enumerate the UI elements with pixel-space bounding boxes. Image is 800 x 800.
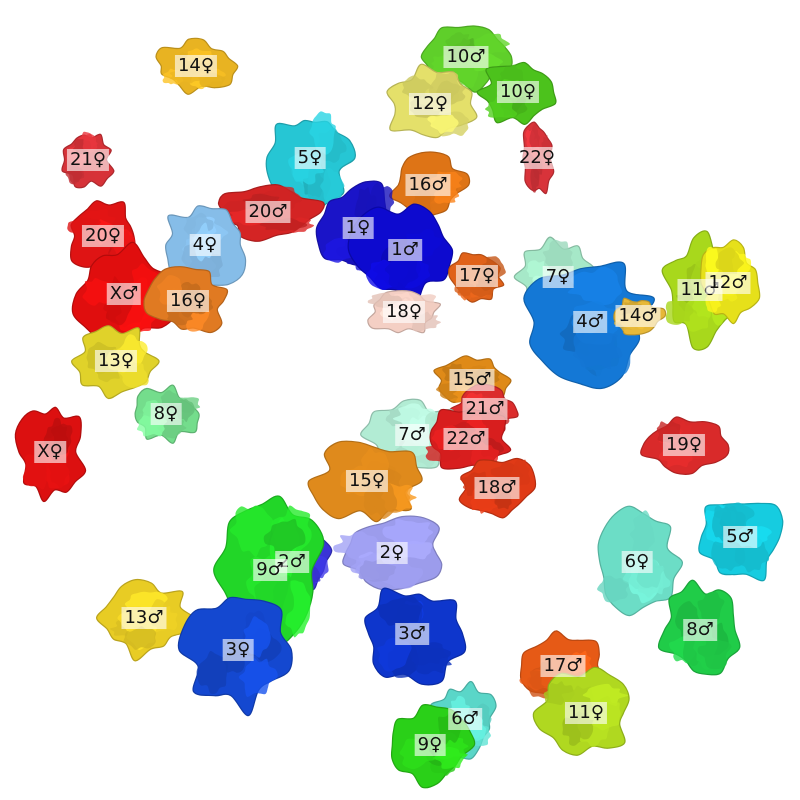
territory-lobe bbox=[629, 510, 655, 559]
territory-lobe bbox=[377, 637, 412, 672]
chromosome-label-9f: 9♀ bbox=[414, 734, 446, 756]
chromosome-label-21m: 21♂ bbox=[462, 398, 508, 420]
chromosome-label-8f: 8♀ bbox=[150, 403, 182, 425]
chromosome-label-14m: 14♂ bbox=[615, 305, 661, 327]
chromosome-label-7m: 7♂ bbox=[395, 424, 429, 446]
chromosome-territory-4m bbox=[523, 261, 655, 390]
territory-lobe bbox=[567, 266, 623, 306]
chromosome-label-19f: 19♀ bbox=[662, 434, 706, 456]
chromosome-label-16f: 16♀ bbox=[166, 290, 210, 312]
chromosome-label-20m: 20♂ bbox=[245, 201, 291, 223]
territory-lobe bbox=[358, 558, 397, 582]
chromosome-label-16m: 16♂ bbox=[405, 174, 451, 196]
chromosome-label-12m: 12♂ bbox=[705, 272, 751, 294]
chromosome-label-15m: 15♂ bbox=[449, 369, 495, 391]
chromosome-label-4f: 4♀ bbox=[189, 234, 221, 256]
chromosome-label-14f: 14♀ bbox=[174, 55, 218, 77]
chromosome-label-8m: 8♂ bbox=[683, 619, 717, 641]
territory-lobe bbox=[406, 642, 452, 666]
territory-lobe bbox=[384, 254, 419, 290]
chromosome-label-1f: 1♀ bbox=[342, 217, 374, 239]
chromosome-label-13m: 13♂ bbox=[121, 607, 167, 629]
chromosome-label-Xf: X♀ bbox=[34, 441, 66, 463]
territory-lobe bbox=[196, 620, 237, 667]
chromosome-label-3m: 3♂ bbox=[395, 623, 429, 645]
chromosome-label-18m: 18♂ bbox=[474, 477, 520, 499]
territory-lobe bbox=[82, 134, 98, 153]
territory-lobe bbox=[529, 124, 540, 149]
territory-lobe bbox=[597, 575, 629, 603]
territory-lobe bbox=[530, 162, 540, 193]
territory-lobe bbox=[48, 455, 71, 489]
chromosome-label-3f: 3♀ bbox=[222, 639, 254, 661]
territory-lobe bbox=[713, 502, 755, 530]
chromosome-label-11f: 11♀ bbox=[564, 702, 608, 724]
territory-lobe bbox=[123, 625, 157, 650]
territory-lobe bbox=[573, 327, 623, 369]
territory-lobe bbox=[377, 596, 423, 626]
chromosome-label-5f: 5♀ bbox=[294, 147, 326, 169]
chromosome-label-17m: 17♂ bbox=[540, 655, 586, 677]
territory-lobe bbox=[697, 591, 725, 625]
territory-lobe bbox=[82, 278, 112, 306]
chromosome-label-12f: 12♀ bbox=[408, 93, 452, 115]
chromosome-label-7f: 7♀ bbox=[542, 266, 574, 288]
chromosome-label-17f: 17♀ bbox=[455, 265, 499, 287]
chromosome-label-Xm: X♂ bbox=[106, 283, 142, 305]
chromosome-label-13f: 13♀ bbox=[94, 350, 138, 372]
chromosome-label-20f: 20♀ bbox=[81, 225, 125, 247]
chromosome-label-15f: 15♀ bbox=[345, 470, 389, 492]
chromosome-label-1m: 1♂ bbox=[388, 239, 422, 261]
territory-lobe bbox=[697, 636, 732, 670]
chromosome-label-22f: 22♀ bbox=[515, 147, 559, 169]
chromosome-label-2f: 2♀ bbox=[376, 542, 408, 564]
territory-lobe bbox=[427, 114, 459, 134]
chromosome-label-6m: 6♂ bbox=[448, 708, 482, 730]
chromosome-label-21f: 21♀ bbox=[66, 149, 110, 171]
territory-lobe bbox=[238, 658, 278, 697]
chromosome-label-10f: 10♀ bbox=[496, 81, 540, 103]
territory-lobe bbox=[705, 246, 719, 278]
chromosome-label-22m: 22♂ bbox=[443, 428, 489, 450]
chromosome-label-4m: 4♂ bbox=[573, 311, 607, 333]
chromosome-label-9m: 9♂ bbox=[253, 559, 287, 581]
territory-lobe bbox=[196, 651, 229, 695]
territory-lobe bbox=[582, 683, 629, 707]
territory-lobe bbox=[309, 111, 336, 155]
territory-lobe bbox=[320, 167, 345, 206]
territory-lobe bbox=[382, 518, 434, 546]
territory-lobe bbox=[715, 247, 744, 277]
territory-lobe bbox=[229, 505, 274, 557]
chromosome-label-10m: 10♂ bbox=[443, 46, 489, 68]
chromosome-label-5m: 5♂ bbox=[723, 526, 757, 548]
territory-lobe bbox=[665, 299, 694, 325]
chromosome-label-6f: 6♀ bbox=[621, 551, 653, 573]
territory-lobe bbox=[263, 518, 306, 555]
chromosome-label-18f: 18♀ bbox=[382, 301, 426, 323]
